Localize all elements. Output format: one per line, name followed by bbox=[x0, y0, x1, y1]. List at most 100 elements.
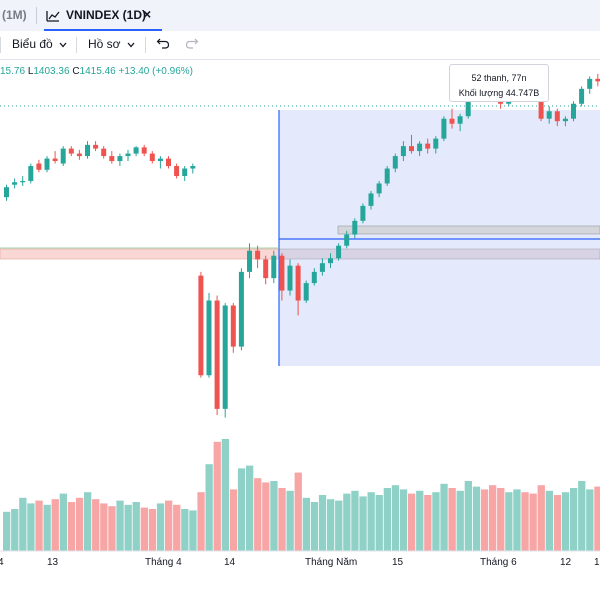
volume-bar bbox=[286, 490, 294, 551]
volume-bar bbox=[505, 492, 513, 551]
volume-bar bbox=[294, 472, 302, 551]
volume-bar bbox=[75, 497, 84, 551]
volume-bar bbox=[359, 496, 367, 551]
x-tick-label: Tháng 6 bbox=[480, 557, 517, 568]
volume-bar bbox=[391, 485, 400, 551]
candle-body bbox=[52, 158, 58, 162]
volume-bar bbox=[197, 492, 205, 551]
chart-type-label: Biểu đồ bbox=[12, 37, 53, 51]
profile-button[interactable]: Hồ sơ bbox=[88, 37, 135, 51]
candle-body bbox=[571, 103, 576, 119]
candle-body bbox=[149, 153, 155, 162]
volume-bar bbox=[335, 500, 343, 551]
volume-bar bbox=[59, 493, 67, 551]
volume-bar bbox=[108, 506, 116, 551]
candle-body bbox=[238, 271, 244, 347]
candle-body bbox=[206, 300, 212, 376]
tab-active[interactable]: VNINDEX (1D) × bbox=[44, 0, 162, 31]
volume-bar bbox=[221, 439, 229, 551]
volume-bar bbox=[19, 497, 27, 551]
candle-body bbox=[125, 153, 131, 157]
range-bars-text: 52 thanh, 77n bbox=[471, 73, 527, 83]
candle-body bbox=[117, 156, 123, 162]
volume-bar bbox=[570, 488, 578, 551]
candle-body bbox=[263, 259, 269, 279]
candle-body bbox=[425, 143, 431, 149]
chart-type-button[interactable]: Biểu đồ bbox=[12, 37, 67, 51]
candle-body bbox=[93, 144, 99, 149]
volume-bar bbox=[213, 441, 221, 551]
candle-body bbox=[352, 220, 358, 235]
volume-bar bbox=[254, 478, 262, 551]
candles-group bbox=[4, 73, 600, 418]
resistance-zone[interactable] bbox=[337, 225, 600, 235]
candle-body bbox=[222, 305, 228, 409]
volume-bar bbox=[100, 503, 108, 551]
candle-body bbox=[271, 255, 277, 279]
support-zone-in-range[interactable] bbox=[278, 248, 600, 260]
volume-bar bbox=[310, 502, 319, 551]
candle-body bbox=[554, 111, 560, 122]
profile-label: Hồ sơ bbox=[88, 37, 121, 51]
range-volume-text: Khối lượng 44.747B bbox=[458, 88, 540, 98]
candle-body bbox=[190, 166, 196, 169]
volume-bar bbox=[3, 511, 11, 551]
support-zone[interactable] bbox=[0, 248, 280, 260]
candle-body bbox=[166, 158, 171, 167]
candle-body bbox=[344, 234, 350, 246]
candle-body bbox=[562, 118, 568, 122]
low-label: L bbox=[27, 66, 34, 77]
volume-bar bbox=[270, 481, 278, 551]
volume-bar bbox=[586, 489, 594, 551]
candle-body bbox=[538, 93, 544, 119]
candle-body bbox=[595, 78, 600, 82]
close-value: 1415.46 bbox=[79, 66, 116, 77]
tab-previous[interactable]: (1M) bbox=[2, 8, 27, 22]
candle-body bbox=[101, 148, 107, 157]
candle-body bbox=[328, 258, 333, 264]
candle-body bbox=[60, 148, 66, 164]
candle-body bbox=[409, 146, 414, 152]
volume-bar bbox=[408, 493, 416, 551]
volume-bar bbox=[464, 481, 472, 551]
candle-body bbox=[319, 263, 325, 272]
volume-bars-group bbox=[3, 439, 600, 551]
redo-icon[interactable] bbox=[185, 36, 199, 53]
volume-bar bbox=[237, 468, 246, 551]
volume-bar bbox=[521, 492, 529, 551]
candle-body bbox=[579, 88, 585, 104]
volume-bar bbox=[553, 495, 562, 551]
candle-body bbox=[360, 205, 366, 221]
volume-bar bbox=[116, 500, 124, 551]
volume-bar bbox=[278, 488, 286, 551]
volume-bar bbox=[229, 489, 238, 551]
volume-bar bbox=[456, 490, 464, 551]
change-value: +13.40 (+0.96%) bbox=[118, 66, 193, 77]
candle-body bbox=[457, 116, 463, 124]
candle-body bbox=[85, 144, 90, 157]
candle-body bbox=[376, 183, 382, 194]
volume-bar bbox=[262, 482, 270, 551]
candle-body bbox=[68, 148, 74, 154]
toolbar: Biểu đồ Hồ sơ bbox=[0, 31, 600, 60]
candle-body bbox=[247, 250, 252, 272]
selection-range[interactable] bbox=[279, 110, 600, 366]
candle-body bbox=[441, 118, 447, 139]
undo-icon[interactable] bbox=[156, 36, 170, 53]
range-tooltip: 52 thanh, 77n Khối lượng 44.747B bbox=[449, 64, 549, 102]
candle-body bbox=[36, 163, 42, 170]
candle-body bbox=[287, 265, 293, 291]
volume-bar bbox=[383, 488, 391, 551]
x-tick-label: 14 bbox=[224, 557, 236, 568]
candle-body bbox=[433, 138, 439, 149]
volume-bar bbox=[327, 499, 335, 551]
close-icon[interactable]: × bbox=[143, 6, 152, 22]
volume-bar bbox=[67, 502, 76, 551]
candle-body bbox=[20, 180, 26, 183]
x-tick-label: Tháng Năm bbox=[305, 557, 358, 568]
candle-body bbox=[311, 271, 317, 284]
chart-icon bbox=[46, 9, 60, 27]
volume-bar bbox=[51, 499, 59, 551]
volume-bar bbox=[84, 492, 92, 551]
